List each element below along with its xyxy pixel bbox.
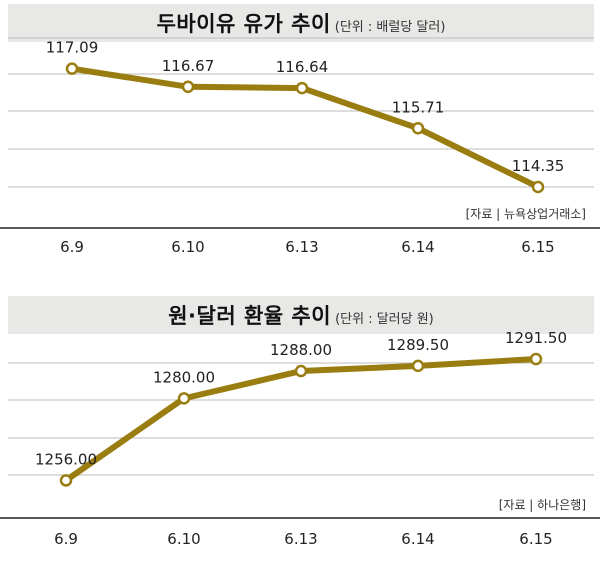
data-point [529, 352, 543, 366]
x-tick-label: 6.9 [54, 530, 78, 548]
x-tick-label: 6.10 [167, 530, 200, 548]
data-label: 114.35 [512, 157, 565, 175]
x-tick-label: 6.9 [60, 238, 84, 256]
data-point [411, 122, 425, 135]
chart-title-bar: 원·달러 환율 추이 (단위 : 달러당 원) [8, 296, 594, 334]
source-note: [자료 | 뉴욕상업거래소] [466, 207, 586, 221]
oil-price-line-chart: [자료 | 뉴욕상업거래소] 6.9 6.10 6.13 6.14 6.15 117.09… [0, 37, 600, 256]
x-tick-label: 6.15 [521, 238, 554, 256]
data-label: 1289.50 [387, 336, 449, 354]
x-tick-label: 6.15 [519, 530, 552, 548]
exchange-rate-chart-panel: 원·달러 환율 추이 (단위 : 달러당 원) [자료 | 하나은행] 6.9 6… [0, 290, 600, 565]
data-point [411, 359, 425, 373]
data-label: 115.71 [392, 98, 445, 116]
x-tick-label: 6.14 [401, 530, 434, 548]
data-label: 117.09 [46, 39, 99, 57]
chart-unit: (단위 : 달러당 원) [335, 311, 434, 327]
data-point [531, 180, 545, 194]
data-label: 1256.00 [35, 450, 97, 468]
exchange-rate-line-chart: [자료 | 하나은행] 6.9 6.10 6.13 6.14 6.15 1256.00 12… [0, 329, 600, 548]
data-label: 1291.50 [505, 329, 567, 347]
data-point [181, 80, 195, 94]
data-label: 1280.00 [153, 368, 215, 386]
oil-price-chart-panel: 두바이유 유가 추이 (단위 : 배럴당 달러) [자료 | 뉴욕상업거래소] … [0, 0, 600, 270]
data-point [177, 392, 191, 405]
source-note: [자료 | 하나은행] [499, 497, 586, 512]
data-point [294, 364, 308, 378]
chart-unit: (단위 : 배럴당 달러) [334, 19, 446, 35]
data-label: 116.64 [276, 58, 329, 76]
data-point [59, 474, 73, 487]
x-tick-label: 6.14 [401, 238, 434, 256]
chart-title: 원·달러 환율 추이 [168, 304, 332, 328]
data-point [65, 62, 79, 75]
chart-title: 두바이유 유가 추이 [156, 12, 331, 36]
x-tick-label: 6.13 [284, 530, 317, 548]
x-tick-label: 6.13 [285, 238, 318, 256]
data-label: 116.67 [162, 57, 215, 75]
chart-title-bar: 두바이유 유가 추이 (단위 : 배럴당 달러) [8, 4, 594, 42]
data-point [295, 81, 309, 95]
data-label: 1288.00 [270, 341, 332, 359]
x-tick-label: 6.10 [171, 238, 204, 256]
